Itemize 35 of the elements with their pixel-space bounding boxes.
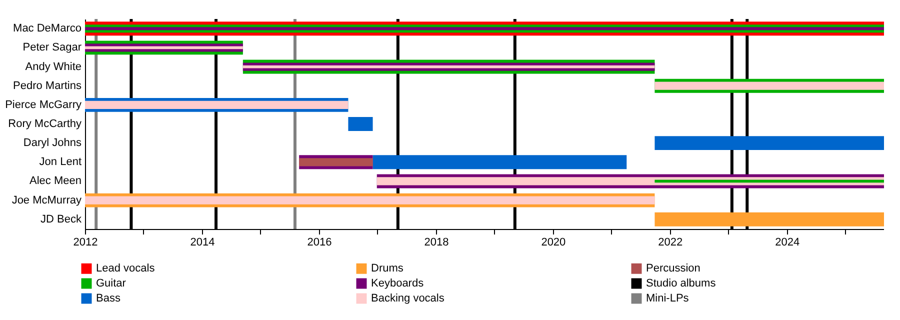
y-tick-label: Alec Meen <box>30 175 82 188</box>
y-tick-label: Andy White <box>25 60 82 73</box>
legend-label: Studio albums <box>646 278 716 290</box>
x-tick-label: 2020 <box>541 236 566 248</box>
x-tick-label: 2014 <box>190 236 215 248</box>
y-tick-label: Mac DeMarco <box>13 22 82 35</box>
y-tick-label: Jon Lent <box>39 156 82 168</box>
legend-label: Keyboards <box>371 278 424 290</box>
y-tick-label: Peter Sagar <box>22 42 82 54</box>
bar <box>654 82 884 90</box>
x-tick-label: 2022 <box>658 236 683 248</box>
bar <box>372 155 627 170</box>
y-tick-label: Daryl Johns <box>23 137 82 150</box>
bar <box>299 158 373 166</box>
y-tick-label: Pierce McGarry <box>5 98 82 111</box>
legend-label: Lead vocals <box>96 262 156 275</box>
bar <box>654 136 884 150</box>
x-tick-label: 2018 <box>424 236 449 248</box>
x-tick-label: 2012 <box>73 236 98 248</box>
legend-label: Guitar <box>96 278 126 290</box>
y-tick-label: Pedro Martins <box>13 80 82 92</box>
bar <box>85 100 348 109</box>
legend-label: Mini-LPs <box>646 292 690 304</box>
y-tick-label: Joe McMurray <box>12 194 82 206</box>
y-tick-label: JD Beck <box>40 213 82 226</box>
x-tick-label: 2016 <box>307 236 332 248</box>
legend-label: Percussion <box>646 262 700 275</box>
bar <box>654 212 884 226</box>
y-tick-label: Rory McCarthy <box>8 118 82 130</box>
bar <box>85 196 655 204</box>
bar <box>348 117 373 131</box>
legend-label: Backing vocals <box>371 292 445 304</box>
legend-label: Drums <box>371 262 404 275</box>
x-tick-label: 2024 <box>775 236 800 248</box>
legend-label: Bass <box>96 292 121 304</box>
